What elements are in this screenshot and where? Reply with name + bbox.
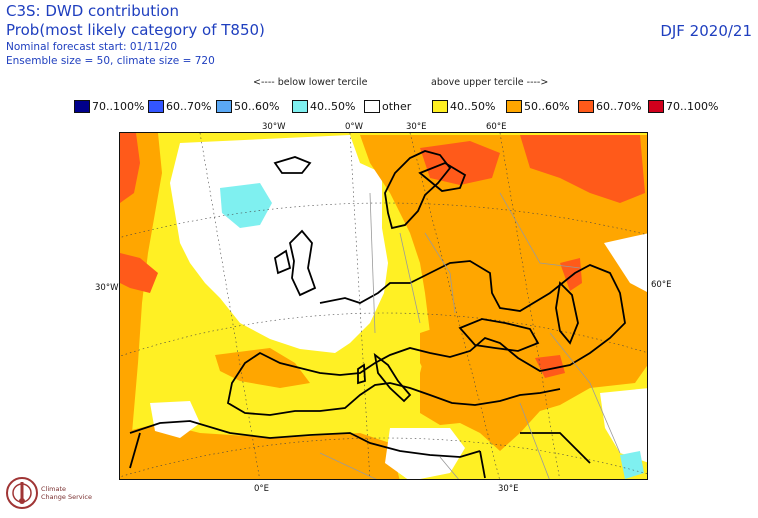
map-cyan-se xyxy=(620,451,644,479)
legend-swatch xyxy=(216,99,232,113)
map-redorange-west2 xyxy=(120,253,158,293)
grid-label-top-60e: 60°E xyxy=(486,122,507,132)
legend-item: 60..70% xyxy=(578,98,641,114)
legend-above-label: above upper tercile ----> xyxy=(431,77,549,88)
legend-item: other xyxy=(364,98,411,114)
legend-item: 70..100% xyxy=(648,98,718,114)
grid-label-bottom-30e: 30°E xyxy=(498,484,519,494)
map-cyan-atlantic xyxy=(220,183,272,228)
grid-label-left-30w: 30°W xyxy=(95,283,119,293)
grid-label-right-60e: 60°E xyxy=(651,280,672,290)
title-line: C3S: DWD contribution xyxy=(6,2,179,20)
legend-item: 70..100% xyxy=(74,98,144,114)
legend-item: 40..50% xyxy=(292,98,355,114)
grid-label-top-30w: 30°W xyxy=(262,122,286,132)
coastlines xyxy=(129,150,626,479)
map-orange-west xyxy=(120,133,162,453)
map-svg xyxy=(120,133,647,479)
map-orange-iberia xyxy=(215,348,310,388)
map-redorange-north xyxy=(420,141,500,185)
legend-swatch xyxy=(578,99,594,113)
climate-logo-icon xyxy=(6,477,38,509)
legend-swatch xyxy=(74,99,90,113)
legend-item: 50..60% xyxy=(506,98,569,114)
map-white-sw xyxy=(150,401,200,438)
subtitle-line: Prob(most likely category of T850) xyxy=(6,21,265,39)
season-label: DJF 2020/21 xyxy=(660,22,752,40)
grid-label-bottom-0: 0°E xyxy=(254,484,270,494)
probability-map xyxy=(119,132,648,480)
copernicus-logo: Climate Change Service xyxy=(4,474,100,514)
logo-text: Climate Change Service xyxy=(41,485,92,501)
map-orange-balkans xyxy=(420,323,540,403)
grid-label-top-30e: 30°E xyxy=(406,122,427,132)
ensemble-size: Ensemble size = 50, climate size = 720 xyxy=(6,55,215,67)
grid-label-top-0: 0°W xyxy=(345,122,364,132)
legend-swatch xyxy=(432,99,448,113)
map-redorange-ne xyxy=(520,135,645,203)
map-redorange-west xyxy=(120,133,140,203)
map-redorange-ts xyxy=(535,355,565,378)
legend-swatch xyxy=(292,99,308,113)
legend-swatch xyxy=(648,99,664,113)
legend-item: 40..50% xyxy=(432,98,495,114)
legend-swatch xyxy=(148,99,164,113)
legend-swatch xyxy=(364,99,380,113)
legend-swatch xyxy=(506,99,522,113)
title-block: C3S: DWD contribution Prob(most likely c… xyxy=(6,2,265,68)
legend-item: 50..60% xyxy=(216,98,279,114)
map-orange-sw xyxy=(120,423,400,479)
graticule xyxy=(120,133,647,479)
borders xyxy=(319,192,621,479)
map-white-ne xyxy=(604,233,647,292)
legend-below-label: <---- below lower tercile xyxy=(253,77,368,88)
map-white-east xyxy=(600,388,647,463)
forecast-start: Nominal forecast start: 01/11/20 xyxy=(6,41,178,53)
legend-item: 60..70% xyxy=(148,98,211,114)
